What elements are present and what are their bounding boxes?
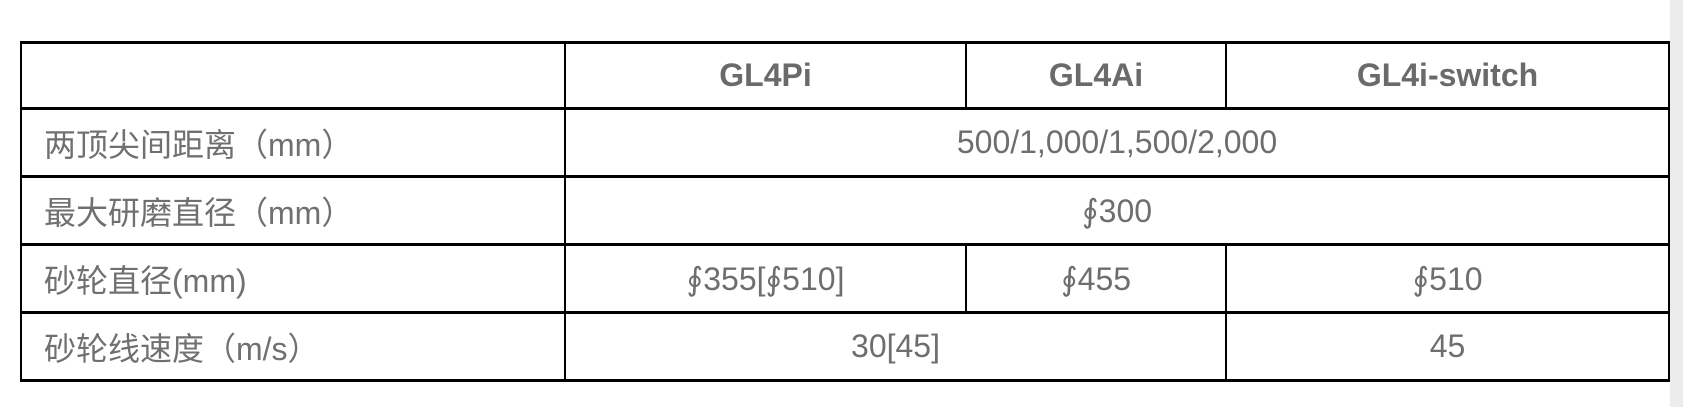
- header-cell-gl4i-switch: GL4i-switch: [1225, 41, 1670, 110]
- value-max-grinding-diameter: ∮300: [564, 175, 1670, 246]
- header-cell-gl4pi: GL4Pi: [564, 41, 967, 110]
- row-label-center-distance: 两顶尖间距离（mm）: [20, 107, 566, 178]
- corner-cell: [20, 41, 566, 110]
- row-label-wheel-diameter: 砂轮直径(mm): [20, 243, 566, 314]
- table-row-wheel-diameter: 砂轮直径(mm) ∮355[∮510] ∮455 ∮510: [20, 243, 1670, 314]
- value-wheel-speed-gl4pi-gl4ai: 30[45]: [564, 311, 1227, 382]
- table-row-center-distance: 两顶尖间距离（mm） 500/1,000/1,500/2,000: [20, 107, 1670, 178]
- row-label-max-grinding-diameter: 最大研磨直径（mm）: [20, 175, 566, 246]
- value-wheel-diameter-gl4pi: ∮355[∮510]: [564, 243, 967, 314]
- value-wheel-diameter-gl4ai: ∮455: [965, 243, 1227, 314]
- value-wheel-speed-gl4i-switch: 45: [1225, 311, 1670, 382]
- spec-table: GL4Pi GL4Ai GL4i-switch 两顶尖间距离（mm） 500/1…: [20, 41, 1670, 382]
- table-row-max-grinding-diameter: 最大研磨直径（mm） ∮300: [20, 175, 1670, 246]
- viewport-edge-strip: [1670, 0, 1683, 407]
- value-wheel-diameter-gl4i-switch: ∮510: [1225, 243, 1670, 314]
- value-center-distance: 500/1,000/1,500/2,000: [564, 107, 1670, 178]
- row-label-wheel-speed: 砂轮线速度（m/s）: [20, 311, 566, 382]
- table-header-row: GL4Pi GL4Ai GL4i-switch: [20, 41, 1670, 110]
- table-row-wheel-speed: 砂轮线速度（m/s） 30[45] 45: [20, 311, 1670, 382]
- header-cell-gl4ai: GL4Ai: [965, 41, 1227, 110]
